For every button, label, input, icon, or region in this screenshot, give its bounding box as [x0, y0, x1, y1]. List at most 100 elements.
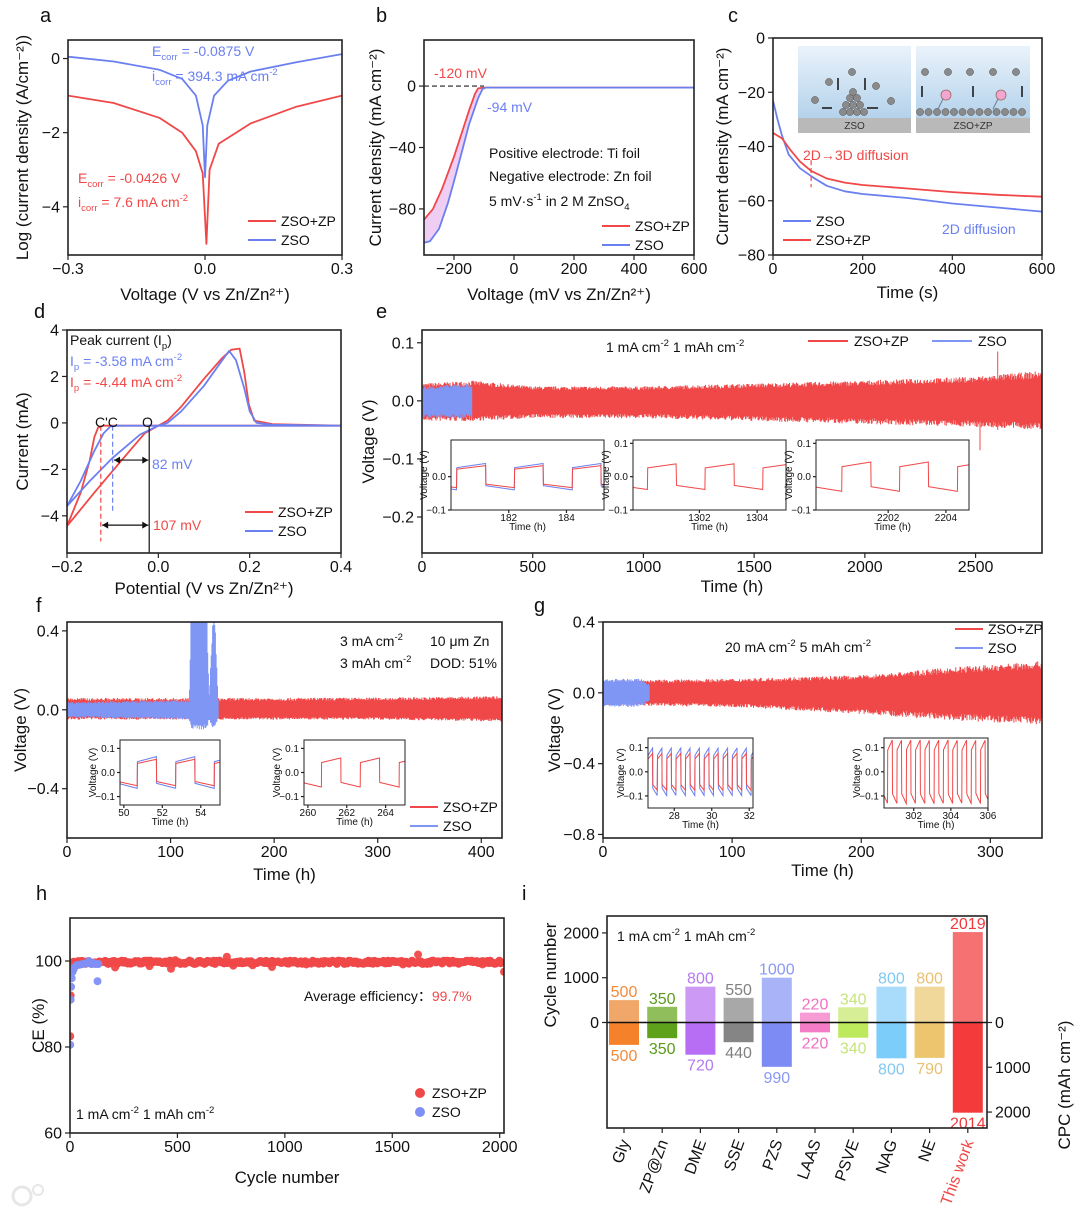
zn-atom-icon — [856, 101, 864, 109]
series-zso-band — [67, 622, 219, 730]
legend-label: ZSO+ZP — [278, 504, 333, 520]
inset-plot: 182 184 0.0 −0.1 Time (h) Voltage (V) — [419, 439, 605, 533]
data-point — [93, 977, 102, 986]
panel-c: ZSO ZSO+ZP 0 200 400 600 0 −20 −40 −60 −80 Time (s)… — [713, 31, 1055, 303]
arrowhead-icon — [142, 521, 149, 529]
data-point — [70, 1032, 75, 1041]
panel-label-g: g — [534, 595, 545, 617]
annotation: O — [142, 414, 153, 430]
zn-atom-icon — [944, 68, 952, 76]
data-point — [414, 950, 423, 959]
x-tick-label: 1000 — [267, 1139, 303, 1156]
zn-atom-icon — [924, 108, 933, 116]
annotation: Ip = -4.44 mA cm-2 — [70, 373, 182, 394]
x-tick-label: 1500 — [736, 559, 772, 576]
y-tick-label: 0 — [756, 31, 765, 48]
y-tick-label: −0.1 — [426, 506, 446, 517]
data-point — [229, 961, 238, 970]
panel-h: 0 500 1000 1500 2000 100 80 60 Cycle number CE (%… — [29, 917, 518, 1187]
y-tick-label: 2000 — [563, 925, 599, 942]
plot-frame — [119, 739, 221, 806]
category-label: Gly — [610, 1138, 634, 1166]
inset-x-axis-label: Time (h) — [874, 522, 911, 533]
bar-cycle-number — [914, 986, 945, 1023]
zn-atom-icon — [853, 94, 861, 102]
zp-chain — [937, 98, 944, 110]
y-tick-label: −80 — [389, 201, 416, 218]
legend-label: ZSO+ZP — [988, 621, 1043, 637]
inset-y-axis-label: Voltage (V) — [616, 748, 627, 797]
plot-frame — [421, 329, 1043, 554]
y-tick-label: −40 — [389, 140, 416, 157]
bar-value-label: 340 — [840, 1041, 867, 1058]
annotation: Peak current (Ip) — [70, 332, 172, 352]
inset-series-zso-zp — [633, 463, 786, 491]
zn-atom-icon — [839, 108, 847, 116]
data-point — [248, 961, 257, 970]
y-axis-label: Voltage (V) — [359, 399, 378, 483]
panel-label-i: i — [522, 883, 526, 905]
plot-frame — [647, 737, 754, 809]
inset-plot: 302 304 306 0.1 0.0 −0.1 Time (h) Voltage (V) — [852, 737, 997, 831]
y-axis-label: Log (current density (A/cm⁻²)) — [13, 35, 32, 260]
x-tick-label: 306 — [980, 811, 997, 822]
y-tick-label: 0.0 — [865, 767, 879, 778]
x-axis-label: Voltage (V vs Zn/Zn²⁺) — [120, 285, 290, 304]
bar-cpc — [609, 1022, 639, 1045]
annotation: Average efficiency：99.7% — [304, 988, 472, 1004]
inset-y-axis-label: Voltage (V) — [419, 450, 430, 499]
y-tick-label: −0.1 — [608, 506, 628, 517]
y-tick-label: 0.1 — [614, 439, 628, 450]
plot-frame — [632, 439, 787, 511]
data-point — [302, 960, 311, 969]
annotation: icorr = 394.3 mA cm-2 — [152, 67, 278, 88]
data-point — [441, 957, 450, 965]
panel-label-f: f — [36, 595, 42, 617]
legend-label: ZSO — [281, 232, 310, 248]
legend-label: ZSO+ZP — [635, 218, 690, 234]
annotation: Positive electrode: Ti foil — [489, 145, 640, 161]
inset-x-axis-label: Time (h) — [918, 820, 955, 831]
watermark-icon — [32, 1184, 44, 1196]
panel-e: 0 500 1000 1500 2000 2500 0.1 0.0 −0.1 −0.2 Time (… — [359, 329, 1043, 596]
y-tick-label: −0.1 — [623, 791, 643, 802]
y-tick-label: 0 — [407, 79, 416, 96]
inset-y-axis-label: Voltage (V) — [601, 450, 612, 499]
category-label: PSVE — [832, 1138, 863, 1184]
x-axis-label: Voltage (mV vs Zn/Zn²⁺) — [467, 285, 651, 304]
series-zso-line — [68, 53, 342, 179]
x-tick-label: 400 — [468, 844, 495, 861]
zn-atom-icon — [941, 108, 950, 116]
x-tick-label: 200 — [849, 261, 876, 278]
inset-plot: 260 262 264 0.1 0.0 −0.1 Time (h) Voltage (V) — [272, 739, 406, 828]
y-tick-label: −0.1 — [95, 792, 115, 803]
y-tick-label: 0.0 — [101, 768, 115, 779]
x-axis-label: Time (h) — [791, 861, 854, 880]
zn-atom-icon — [849, 88, 857, 96]
panel-d: −0.2 0.0 0.2 0.4 4 2 0 −2 −4 Potential (V vs Zn/Z… — [13, 323, 352, 599]
y-tick-label: −2 — [41, 462, 59, 479]
inset-illustration-zso: ZSO — [798, 46, 911, 133]
inset-plot: 2202 2204 0.1 0.0 −0.1 Time (h) Voltage (V) — [784, 439, 970, 533]
zn-atom-icon — [916, 108, 924, 116]
bar-value-label: 990 — [763, 1070, 790, 1087]
bar-cpc — [838, 1022, 869, 1038]
data-point — [171, 956, 180, 965]
series-zso-zp-line — [773, 132, 1042, 198]
plot-frame — [66, 329, 342, 554]
x-tick-label: 32 — [744, 811, 756, 822]
inset-y-axis-label: Voltage (V) — [852, 748, 863, 797]
zn-atom-icon — [950, 108, 958, 116]
x-tick-label: 184 — [558, 513, 575, 524]
x-tick-label: 50 — [118, 808, 130, 819]
x-tick-label: 0 — [66, 1139, 75, 1156]
inset-series-zso-zp — [120, 758, 220, 787]
inset-series-zso-zp — [816, 461, 969, 492]
data-point — [495, 957, 504, 965]
y-tick-label: 0.0 — [285, 768, 299, 779]
data-point — [70, 982, 76, 991]
series-zso-line — [67, 350, 341, 507]
zn-atom-icon — [966, 68, 974, 76]
zn-atom-icon — [992, 108, 1001, 116]
